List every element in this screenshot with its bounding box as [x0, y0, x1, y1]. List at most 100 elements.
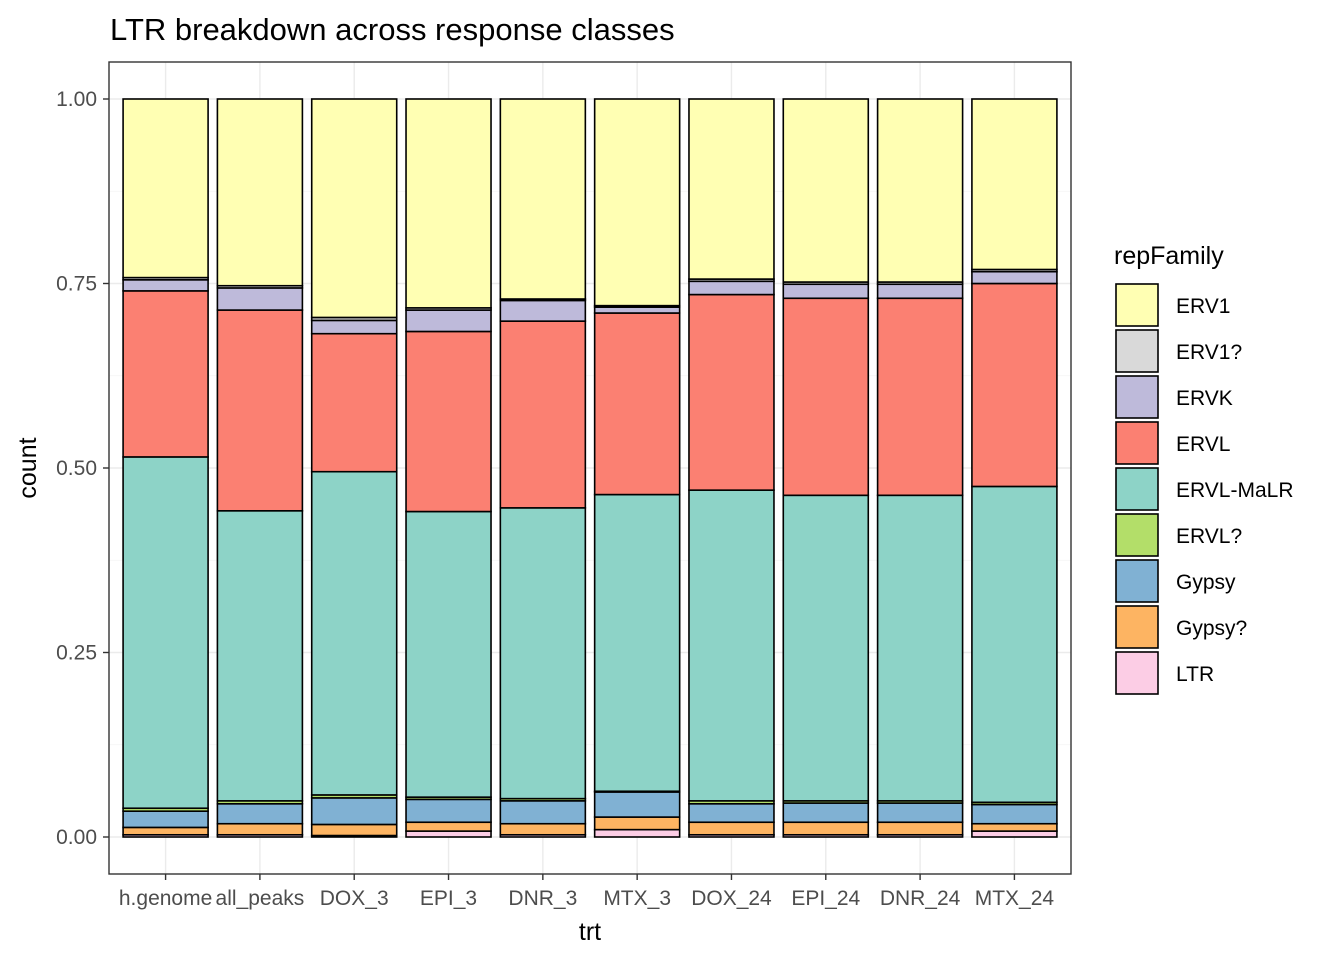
x-tick-label: DOX_3: [320, 887, 389, 910]
bar-segment-ERVK: [782, 283, 870, 300]
bar-segment-ERVL: [405, 330, 492, 513]
legend-label: ERVL: [1176, 433, 1230, 456]
bar-segment-LTR: [971, 830, 1058, 838]
chart-title: LTR breakdown across response classes: [110, 12, 675, 47]
legend-label: Gypsy: [1176, 571, 1236, 594]
bar-segment-ERVL-MaLR: [782, 494, 870, 802]
bar-segment-ERV1: [782, 98, 870, 283]
bar-segment-ERVL-MaLR: [593, 493, 681, 793]
bar-segment-ERVK: [499, 299, 587, 322]
x-tick-label: all_peaks: [216, 887, 305, 910]
bar-segment-ERVK: [405, 309, 492, 333]
bar-segment-Gypsy?: [499, 822, 587, 836]
x-tick-label: DNR_3: [508, 887, 577, 910]
bar-segment-ERV1: [876, 98, 964, 283]
bar-segment-ERVL: [593, 312, 681, 496]
legend-item-Gypsy?: Gypsy?: [1115, 605, 1247, 649]
x-tick-label: h.genome: [119, 887, 212, 910]
x-tick-label: EPI_3: [420, 887, 477, 910]
bar-segment-ERVL: [782, 297, 870, 497]
legend-swatch: [1115, 421, 1159, 465]
legend-swatch: [1115, 375, 1159, 419]
legend-item-ERV1: ERV1: [1115, 283, 1230, 327]
bar-segment-ERVK: [971, 270, 1058, 285]
bar-segment-Gypsy?: [782, 821, 870, 836]
legend-label: ERV1?: [1176, 341, 1242, 364]
bar-segment-Gypsy?: [310, 823, 398, 837]
bar-DNR_3: [499, 98, 587, 838]
x-axis-title: trt: [579, 918, 601, 946]
y-axis: 0.00 0.25 0.50 0.75 1.00: [56, 88, 109, 849]
bar-segment-ERVK: [688, 280, 775, 296]
bar-DOX_3: [310, 98, 398, 838]
bar-segment-ERVL: [971, 282, 1058, 488]
legend-item-ERVL-MaLR: ERVL-MaLR: [1115, 467, 1294, 511]
bar-segment-ERVK: [876, 283, 964, 300]
legend-item-ERVL: ERVL: [1115, 421, 1230, 465]
bar-segment-ERV1: [688, 98, 775, 280]
bar-segment-ERV1: [216, 98, 304, 287]
bar-segment-Gypsy: [216, 802, 304, 825]
bar-segment-ERVL-MaLR: [688, 489, 775, 802]
bar-segment-ERVL: [876, 297, 964, 497]
bar-segment-Gypsy: [688, 802, 775, 824]
legend-swatch: [1115, 329, 1159, 373]
bar-segment-Gypsy: [971, 803, 1058, 825]
legend-label: Gypsy?: [1176, 617, 1247, 640]
bar-segment-Gypsy: [876, 802, 964, 824]
bar-segment-ERVL: [122, 290, 209, 458]
bar-segment-Gypsy: [782, 802, 870, 824]
legend-label: ERVK: [1176, 387, 1233, 410]
bar-segment-Gypsy?: [216, 822, 304, 836]
bar-segment-ERV1: [405, 98, 492, 309]
bar-all_peaks: [216, 98, 304, 838]
x-tick-label: DOX_24: [691, 887, 772, 910]
bar-MTX_3: [593, 98, 681, 838]
bar-segment-LTR: [593, 828, 681, 838]
bar-segment-Gypsy: [122, 810, 209, 829]
bar-MTX_24: [971, 98, 1058, 838]
bar-segment-ERV1: [593, 98, 681, 307]
legend-item-ERV1?: ERV1?: [1115, 329, 1242, 373]
legend-swatch: [1115, 283, 1159, 327]
x-axis: h.genome all_peaks DOX_3 EPI_3 DNR_3 MTX_3 DOX…: [119, 874, 1054, 910]
x-tick-label: MTX_3: [603, 887, 671, 910]
bar-segment-ERVK: [593, 306, 681, 314]
bar-segment-ERV1: [310, 98, 398, 319]
plot-panel: [108, 61, 1072, 875]
bar-EPI_3: [405, 98, 492, 838]
bar-segment-ERV1: [122, 98, 209, 279]
bar-segment-Gypsy?: [405, 821, 492, 832]
x-tick-label: DNR_24: [880, 887, 961, 910]
bar-segment-ERVL: [310, 332, 398, 473]
legend-swatch: [1115, 651, 1159, 695]
bar-segment-Gypsy?: [876, 821, 964, 836]
bar-segment-Gypsy: [310, 797, 398, 826]
bar-segment-LTR: [405, 830, 492, 838]
bar-segment-ERVK: [122, 279, 209, 292]
legend-item-LTR: LTR: [1115, 651, 1214, 695]
y-axis-title: count: [14, 437, 42, 498]
bar-segment-ERVL-MaLR: [216, 510, 304, 802]
bar-segment-ERVL-MaLR: [971, 485, 1058, 804]
legend-items: ERV1 ERV1? ERVK ERVL ERVL-MaLR ERVL? Gypsy Gyps…: [1115, 283, 1294, 695]
bar-segment-Gypsy?: [971, 822, 1058, 832]
bar-segment-ERV1: [971, 98, 1058, 271]
bar-segment-Gypsy: [499, 800, 587, 825]
bar-segment-ERVL: [688, 293, 775, 491]
legend: repFamily ERV1 ERV1? ERVK ERVL ERVL-MaLR ERVL…: [1114, 242, 1294, 695]
bar-segment-ERVL-MaLR: [310, 470, 398, 796]
bar-segment-ERVL-MaLR: [876, 494, 964, 802]
legend-item-ERVL?: ERVL?: [1115, 513, 1242, 557]
bars: [122, 98, 1058, 838]
legend-label: LTR: [1176, 663, 1214, 686]
bar-segment-ERVL-MaLR: [405, 510, 492, 798]
legend-title: repFamily: [1114, 242, 1224, 270]
y-tick-label: 1.00: [56, 88, 97, 111]
bar-DOX_24: [688, 98, 775, 838]
legend-item-ERVK: ERVK: [1115, 375, 1233, 419]
bar-segment-ERV1: [499, 98, 587, 300]
bar-segment-ERVL-MaLR: [499, 507, 587, 800]
legend-swatch: [1115, 467, 1159, 511]
